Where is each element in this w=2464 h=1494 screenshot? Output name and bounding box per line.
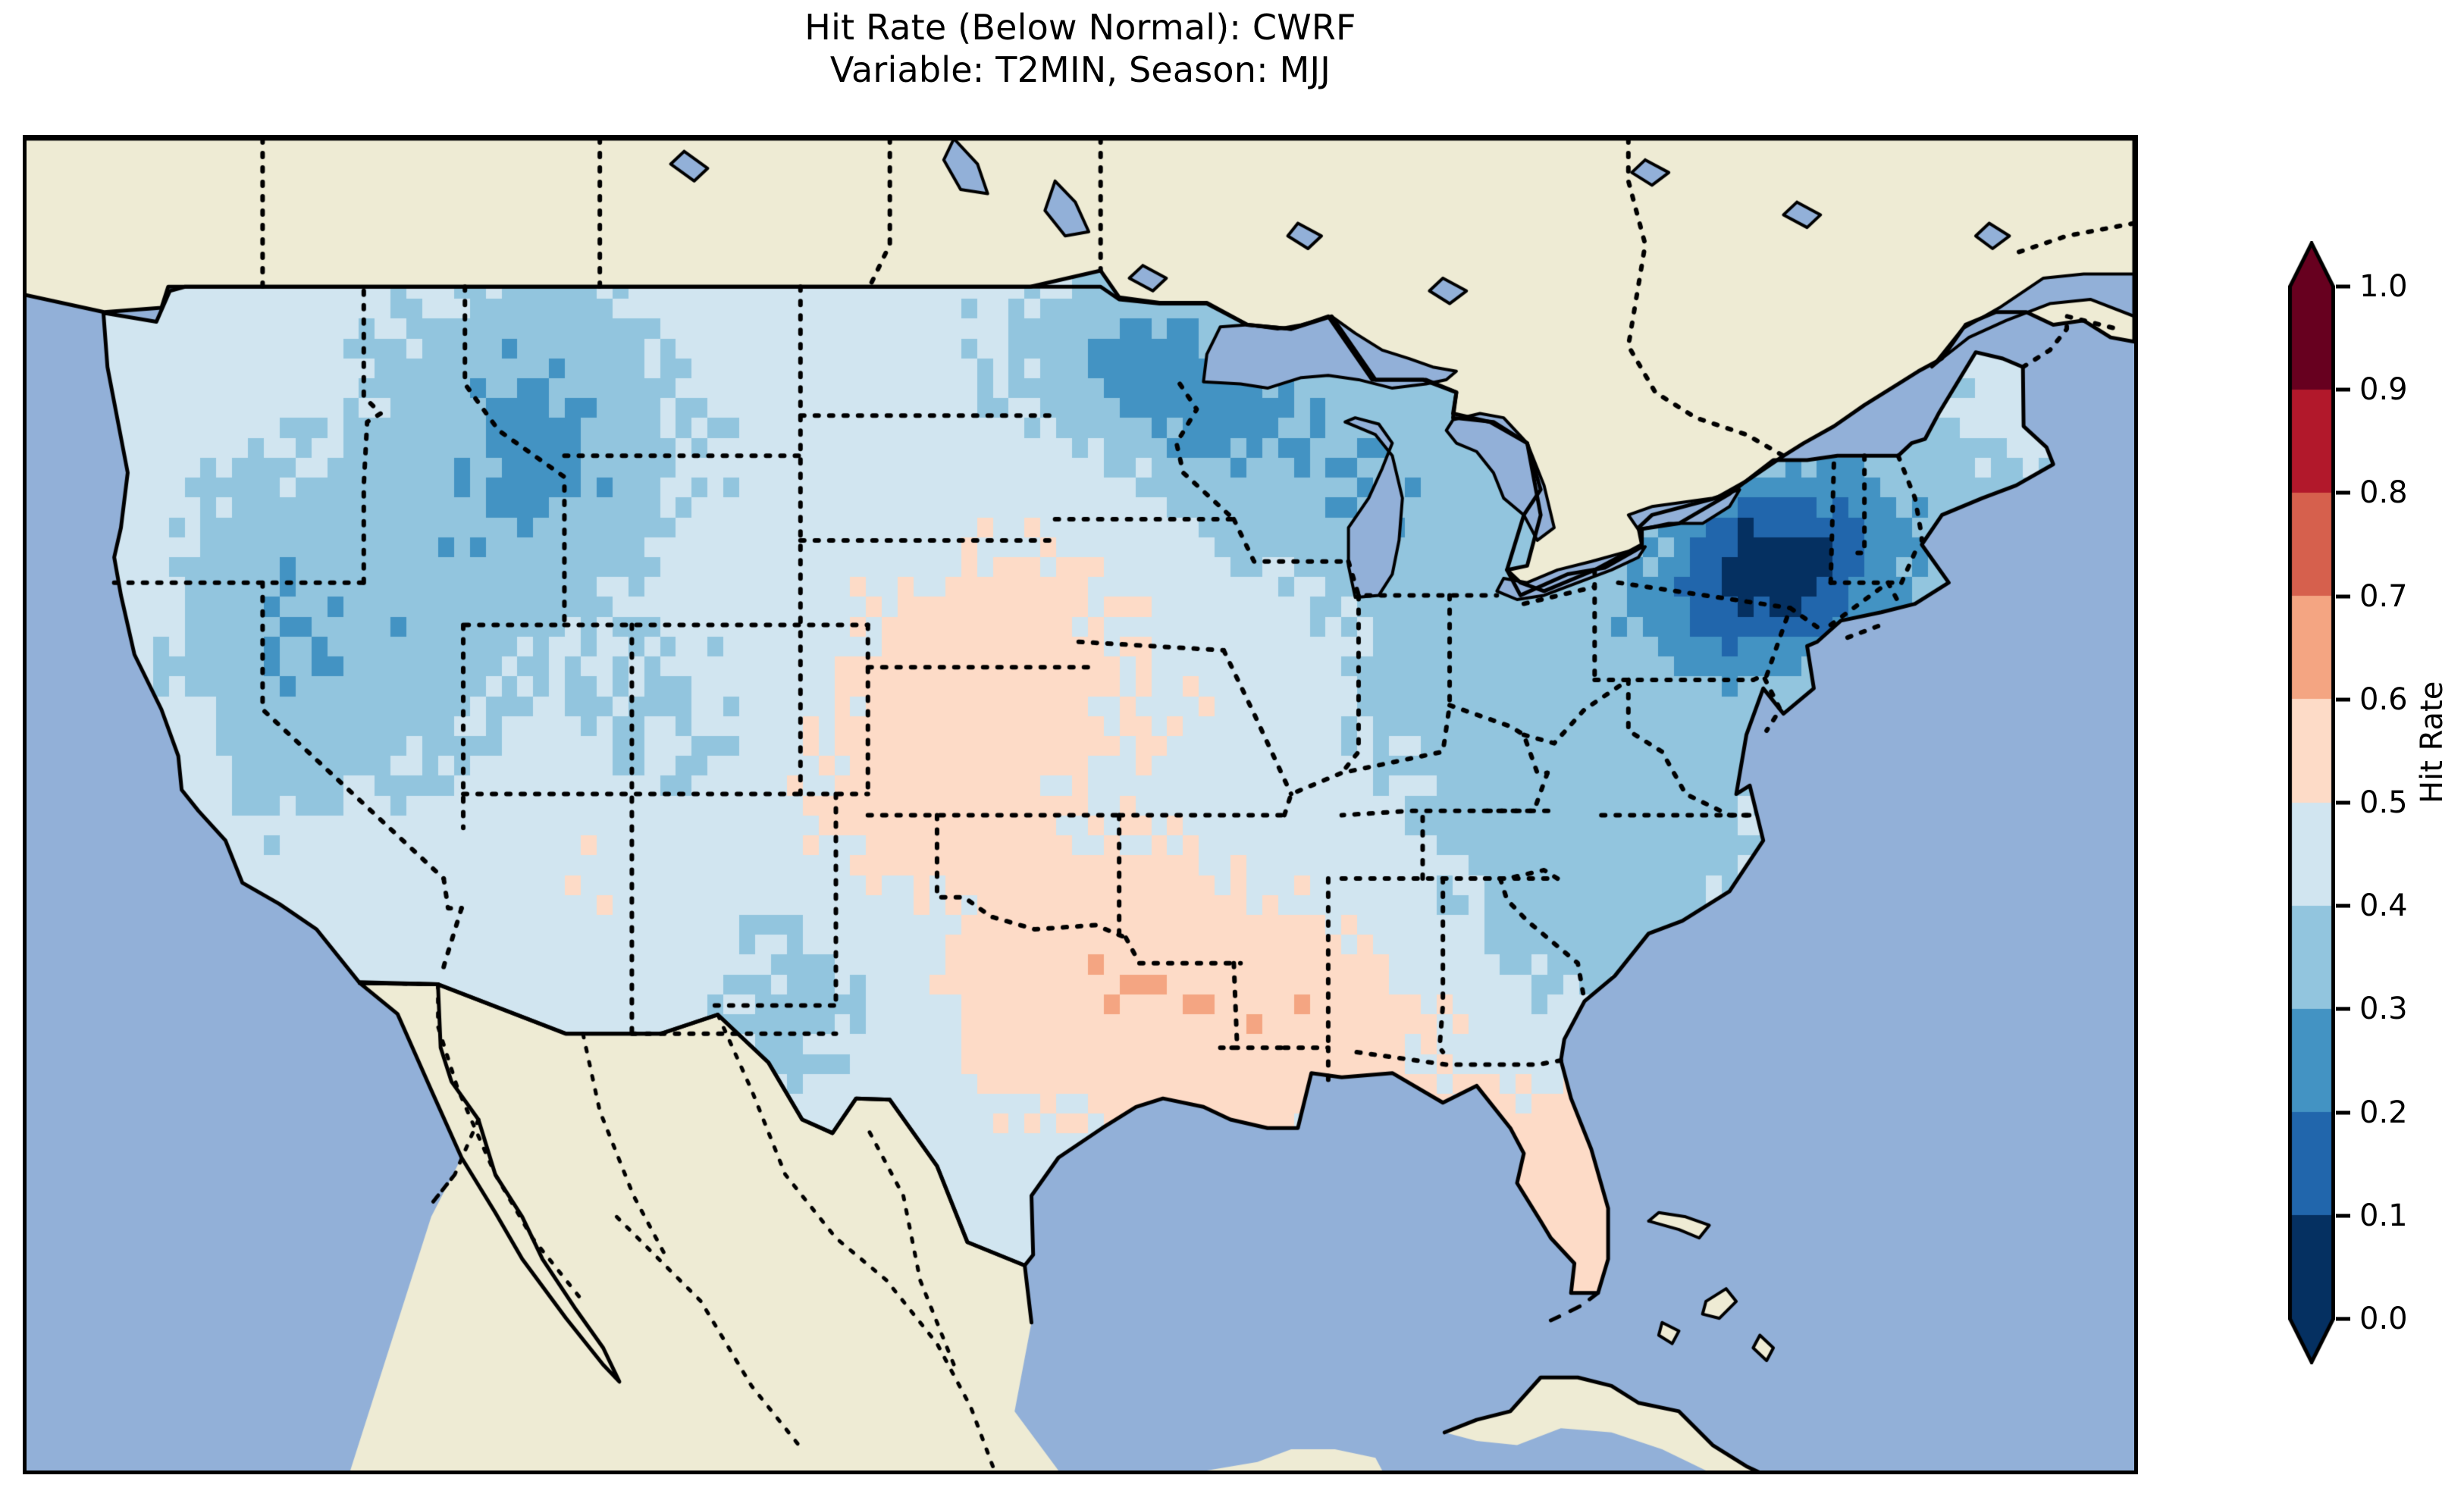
colorbar-tick-label: 1.0 — [2359, 269, 2408, 304]
map-axes — [23, 135, 2138, 1474]
colorbar-tick-mark — [2336, 387, 2350, 392]
map-heatmap — [27, 139, 2134, 1471]
colorbar-tick-label: 0.9 — [2359, 372, 2408, 408]
colorbar-tick-mark — [2336, 904, 2350, 908]
colorbar-tick-label: 0.3 — [2359, 991, 2408, 1027]
colorbar-tick-mark — [2336, 1007, 2350, 1011]
colorbar-tick-label: 0.1 — [2359, 1198, 2408, 1233]
colorbar-tick-mark — [2336, 594, 2350, 599]
colorbar-tick-label: 0.7 — [2359, 578, 2408, 614]
colorbar-tick-label: 0.4 — [2359, 888, 2408, 924]
colorbar-axis-label: Hit Rate — [2415, 681, 2450, 803]
colorbar-tick-label: 0.6 — [2359, 681, 2408, 717]
colorbar-tick-label: 0.2 — [2359, 1095, 2408, 1130]
colorbar-tick-label: 0.0 — [2359, 1301, 2408, 1336]
colorbar-tick-mark — [2336, 284, 2350, 289]
colorbar — [2288, 241, 2335, 1364]
colorbar-tick-mark — [2336, 1110, 2350, 1115]
colorbar-tick-label: 0.8 — [2359, 475, 2408, 511]
colorbar-tick-mark — [2336, 1317, 2350, 1321]
colorbar-gradient — [2288, 241, 2335, 1364]
figure-title: Hit Rate (Below Normal): CWRF Variable: … — [0, 6, 2161, 91]
title-line-2: Variable: T2MIN, Season: MJJ — [829, 49, 1331, 91]
colorbar-tick-label: 0.5 — [2359, 785, 2408, 820]
colorbar-tick-mark — [2336, 490, 2350, 495]
colorbar-tick-mark — [2336, 1214, 2350, 1218]
colorbar-tick-mark — [2336, 697, 2350, 702]
title-line-1: Hit Rate (Below Normal): CWRF — [804, 7, 1356, 48]
colorbar-tick-mark — [2336, 800, 2350, 805]
